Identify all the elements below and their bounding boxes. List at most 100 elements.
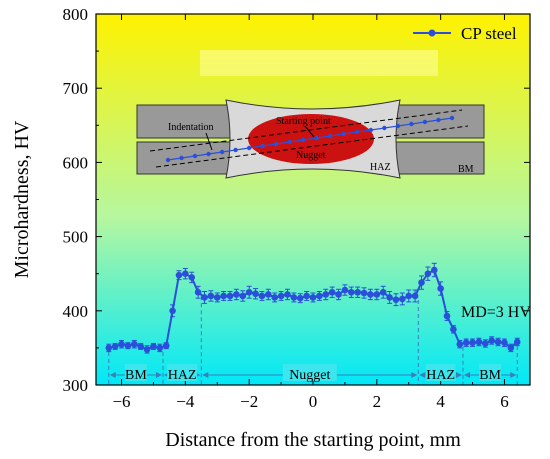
legend-marker bbox=[428, 29, 436, 37]
data-point bbox=[111, 343, 119, 350]
data-point bbox=[430, 266, 438, 274]
data-point bbox=[150, 343, 157, 350]
indentation-pointer bbox=[205, 132, 213, 151]
legend-label: CP steel bbox=[461, 24, 517, 43]
data-point bbox=[469, 339, 476, 347]
data-point bbox=[201, 294, 208, 301]
data-point bbox=[501, 339, 508, 347]
data-point bbox=[284, 291, 291, 298]
data-point bbox=[347, 288, 355, 296]
inset-label-starting-point: Starting point bbox=[276, 116, 331, 127]
data-point bbox=[418, 279, 425, 286]
indent-guide-lower bbox=[155, 125, 469, 168]
region-arrowhead-right bbox=[156, 372, 163, 378]
data-point bbox=[277, 292, 285, 300]
data-point bbox=[392, 296, 400, 303]
region-label: BM bbox=[479, 368, 501, 383]
indent-point bbox=[165, 157, 171, 163]
inset-label-nugget: Nugget bbox=[296, 150, 326, 161]
data-point bbox=[424, 270, 432, 278]
y-tick-label: 700 bbox=[63, 79, 89, 98]
region-label: HAZ bbox=[426, 368, 455, 383]
data-point bbox=[411, 292, 419, 300]
data-point bbox=[373, 291, 381, 298]
indent-point bbox=[260, 143, 265, 149]
y-axis-title: Microhardness, HV bbox=[11, 120, 33, 278]
indent-point bbox=[301, 137, 306, 143]
region-label-bg bbox=[425, 364, 456, 381]
x-tick-label: 6 bbox=[500, 392, 509, 411]
data-point bbox=[239, 292, 247, 300]
x-tick-label: −2 bbox=[240, 392, 258, 411]
data-point bbox=[507, 344, 515, 352]
inset-label-haz: HAZ bbox=[370, 162, 391, 173]
region-markers: BM HAZ Nugget HAZ BM bbox=[108, 296, 518, 385]
indent-point bbox=[341, 131, 347, 137]
region-label: BM bbox=[125, 368, 147, 383]
weld-schematic-inset: Starting point Indentation Nugget HAZ BM bbox=[136, 99, 485, 179]
data-point bbox=[354, 288, 361, 296]
region-arrowhead-right bbox=[510, 372, 517, 378]
indent-point bbox=[382, 125, 387, 131]
data-point bbox=[175, 271, 183, 279]
axis-ticks bbox=[96, 13, 530, 386]
data-point bbox=[194, 288, 202, 296]
region-label: Nugget bbox=[289, 368, 330, 383]
data-point bbox=[105, 344, 113, 352]
y-tick-label: 500 bbox=[63, 228, 89, 247]
indent-point bbox=[287, 139, 292, 145]
data-point bbox=[482, 340, 489, 347]
inset-label-indentation: Indentation bbox=[168, 122, 214, 133]
x-tick-label: 0 bbox=[309, 392, 318, 411]
data-point bbox=[379, 288, 387, 296]
data-point bbox=[456, 340, 464, 348]
data-point bbox=[290, 294, 298, 301]
x-tick-label: −6 bbox=[112, 392, 130, 411]
inset-label-bm: BM bbox=[458, 164, 474, 175]
data-point bbox=[296, 294, 304, 302]
region-arrowhead-left bbox=[463, 372, 470, 378]
data-point bbox=[233, 291, 240, 298]
indent-point bbox=[368, 127, 374, 133]
indent-line bbox=[167, 117, 453, 161]
starting-point-pointer bbox=[304, 125, 315, 138]
data-point bbox=[143, 346, 151, 353]
data-point bbox=[462, 339, 470, 347]
data-point bbox=[399, 295, 406, 303]
y-tick-label: 300 bbox=[63, 376, 89, 395]
region-arrowhead-left bbox=[109, 372, 116, 378]
region-arrowhead-left bbox=[419, 372, 426, 378]
data-point bbox=[450, 326, 457, 333]
region-arrowhead-left bbox=[202, 372, 209, 378]
data-point bbox=[341, 286, 349, 294]
data-point bbox=[309, 294, 317, 301]
indent-point bbox=[409, 121, 414, 127]
indent-guide-upper bbox=[149, 109, 463, 152]
indent-point bbox=[355, 129, 360, 135]
upper-plate-left bbox=[136, 104, 238, 139]
region-label-bg bbox=[479, 364, 502, 381]
data-point bbox=[169, 307, 176, 315]
data-point bbox=[405, 292, 413, 300]
data-point bbox=[258, 292, 266, 300]
region-label: HAZ bbox=[168, 368, 197, 383]
data-point bbox=[271, 294, 279, 301]
y-tick-label: 600 bbox=[63, 153, 89, 172]
data-point bbox=[367, 291, 374, 298]
region-arrowhead-right bbox=[455, 372, 462, 378]
indent-point bbox=[219, 149, 225, 155]
legend: CP steel bbox=[413, 24, 517, 43]
data-point bbox=[137, 343, 144, 350]
data-point bbox=[130, 340, 138, 348]
data-point bbox=[303, 292, 310, 300]
series-cp-steel bbox=[105, 262, 521, 354]
data-point bbox=[443, 312, 451, 320]
indent-point bbox=[233, 147, 238, 153]
data-point bbox=[162, 342, 170, 349]
data-point bbox=[124, 342, 132, 349]
region-label-bg bbox=[167, 364, 198, 381]
data-point bbox=[118, 340, 125, 348]
data-point bbox=[316, 292, 323, 300]
indent-point bbox=[395, 123, 401, 129]
